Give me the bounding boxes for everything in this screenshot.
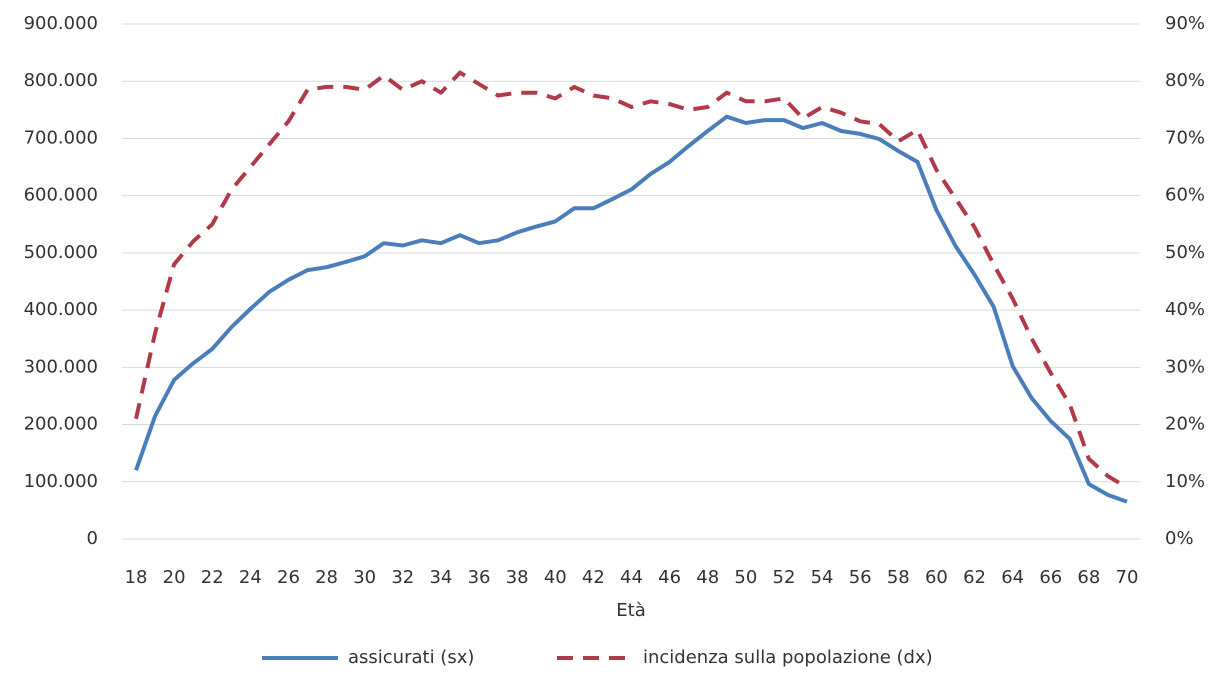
x-tick-label: 56 [849,567,872,588]
line-series [134,114,1128,504]
x-tick-label: 30 [353,567,376,588]
x-tick-label: 26 [277,567,300,588]
y-tick-label: 100.000 [24,471,98,492]
x-tick-label: 38 [506,567,529,588]
x-tick-label: 66 [1039,567,1062,588]
x-tick-label: 64 [1001,567,1024,588]
y-tick-label: 300.000 [24,356,98,377]
x-tick-label: 24 [239,567,262,588]
x-tick-label: 50 [734,567,757,588]
y2-tick-label: 40% [1165,299,1205,320]
x-tick-label: 62 [963,567,986,588]
x-tick-label: 46 [658,567,681,588]
x-tick-label: 54 [811,567,834,588]
x-tick-label: 70 [1116,567,1139,588]
x-tick-label: 18 [125,567,148,588]
x-tick-label: 36 [468,567,491,588]
y2-tick-label: 90% [1165,13,1205,34]
y-tick-label: 700.000 [24,127,98,148]
legend-label: assicurati (sx) [348,647,474,668]
x-axis-title: Età [616,600,645,621]
y-tick-label: 400.000 [24,299,98,320]
y2-tick-label: 70% [1165,127,1205,148]
x-tick-label: 20 [163,567,186,588]
x-tick-label: 48 [696,567,719,588]
y2-tick-label: 20% [1165,414,1205,435]
x-tick-label: 32 [391,567,414,588]
y2-tick-label: 50% [1165,242,1205,263]
x-tick-label: 58 [887,567,910,588]
y2-tick-label: 10% [1165,471,1205,492]
y2-tick-label: 30% [1165,356,1205,377]
x-tick-label: 28 [315,567,338,588]
x-tick-label: 60 [925,567,948,588]
y2-tick-label: 60% [1165,185,1205,206]
y-tick-label: 600.000 [24,185,98,206]
y-tick-label: 200.000 [24,414,98,435]
x-tick-label: 52 [773,567,796,588]
x-tick-label: 22 [201,567,224,588]
y-tick-label: 900.000 [24,13,98,34]
y-tick-label: 500.000 [24,242,98,263]
x-tick-label: 68 [1077,567,1100,588]
y-tick-label: 800.000 [24,70,98,91]
y2-tick-label: 80% [1165,70,1205,91]
x-tick-label: 44 [620,567,643,588]
x-tick-label: 40 [544,567,567,588]
legend-label: incidenza sulla popolazione (dx) [643,647,933,668]
y-tick-label: 0 [87,528,98,549]
y2-tick-label: 0% [1165,528,1194,549]
line-series [134,70,1129,490]
x-tick-label: 34 [429,567,452,588]
x-tick-label: 42 [582,567,605,588]
